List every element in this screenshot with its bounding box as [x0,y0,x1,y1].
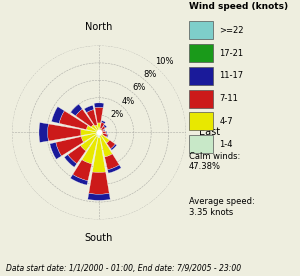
Text: >=22: >=22 [219,26,244,35]
Bar [81,133,97,142]
Bar [100,132,103,133]
Text: East: East [199,128,220,137]
Bar [101,126,105,131]
Text: 7-11: 7-11 [219,94,238,103]
Bar [88,193,110,200]
Text: 1-4: 1-4 [219,140,233,149]
Text: 17-21: 17-21 [219,49,243,58]
Bar [81,134,97,151]
Text: South: South [85,232,113,243]
Bar [99,132,101,135]
Bar [105,154,119,170]
Bar [102,131,106,134]
Bar [189,21,213,39]
Bar [106,140,115,149]
Bar [94,103,104,108]
Bar [99,132,101,136]
Bar [103,134,107,137]
Bar [103,129,105,131]
Text: North: North [85,22,113,33]
Bar [86,110,97,126]
Bar [99,132,100,133]
Bar [100,122,104,129]
Bar [98,132,100,138]
Bar [52,107,64,123]
Bar [189,67,213,85]
Bar [50,142,62,159]
Text: Average speed:
3.35 knots: Average speed: 3.35 knots [189,197,255,217]
Bar [64,155,77,167]
Bar [189,113,213,131]
Bar [101,130,104,132]
Text: 11-17: 11-17 [219,71,243,80]
Bar [68,146,86,164]
Bar [70,104,83,116]
Bar [99,128,101,132]
Text: 4-7: 4-7 [219,117,233,126]
Text: Wind speed (knots): Wind speed (knots) [189,2,288,11]
Bar [84,105,94,113]
Bar [97,132,99,134]
Bar [81,129,96,136]
Bar [92,138,106,172]
Bar [100,136,112,157]
Bar [48,124,81,141]
Bar [100,131,101,132]
Bar [73,160,92,181]
Bar [96,132,99,133]
Bar [99,132,100,133]
Bar [100,130,102,132]
Bar [76,109,94,127]
Bar [56,137,83,156]
Bar [39,123,48,142]
Bar [100,134,109,143]
Bar [189,135,213,153]
Bar [82,136,98,164]
Bar [59,111,88,129]
Bar [91,125,98,131]
Bar [70,174,88,185]
Bar [98,123,100,131]
Bar [189,90,213,108]
Bar [86,126,98,132]
Bar [189,44,213,62]
Bar [108,165,121,173]
Bar [103,125,107,128]
Text: Data start date: 1/1/2000 - 01:00, End date: 7/9/2005 - 23:00: Data start date: 1/1/2000 - 01:00, End d… [6,264,241,273]
Bar [95,107,103,123]
Bar [98,131,99,132]
Bar [100,133,103,135]
Bar [97,132,99,137]
Bar [96,132,99,135]
Bar [98,131,99,132]
Text: Calm winds:
47.38%: Calm winds: 47.38% [189,152,240,171]
Bar [106,134,108,137]
Bar [106,131,107,134]
Bar [111,144,117,150]
Bar [101,121,106,124]
Bar [89,172,109,194]
Bar [95,125,99,131]
